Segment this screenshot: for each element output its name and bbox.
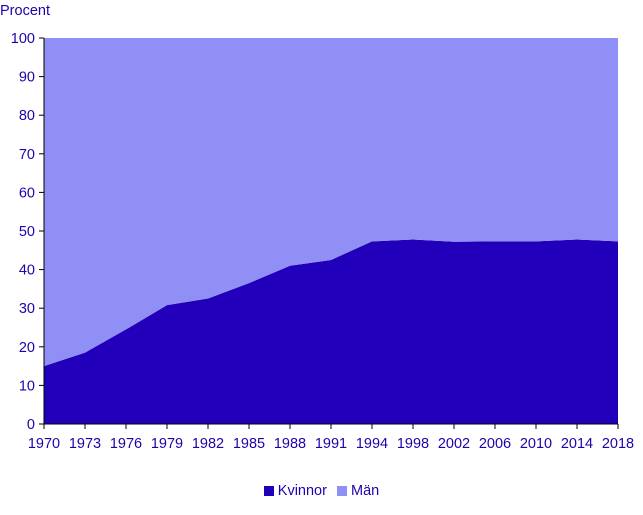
axes — [39, 37, 619, 429]
legend: Kvinnor Män — [0, 483, 643, 500]
y-tick-label: 60 — [19, 185, 35, 201]
legend-swatch-kvinnor — [263, 486, 274, 496]
x-tick-label: 1976 — [110, 436, 142, 452]
y-tick-label: 70 — [19, 147, 35, 163]
y-tick-label: 90 — [19, 70, 35, 86]
legend-item-kvinnor: Kvinnor — [263, 483, 327, 499]
y-axis-label: Procent — [0, 3, 50, 19]
legend-label-man: Män — [350, 483, 380, 499]
x-tick-label: 1970 — [28, 436, 60, 452]
area-kvinnor — [44, 239, 618, 424]
x-tick-labels: 1970 1973 1976 1979 1982 1985 1988 1991 1994 1998… — [28, 436, 634, 452]
x-tick-label: 2006 — [479, 436, 511, 452]
x-tick-label: 1998 — [397, 436, 429, 452]
x-tick-label: 1973 — [69, 436, 101, 452]
y-tick-label: 40 — [19, 263, 35, 279]
x-tick-label: 1985 — [233, 436, 265, 452]
x-tick-label: 1982 — [192, 436, 224, 452]
x-tick-label: 1991 — [315, 436, 347, 452]
legend-swatch-man — [336, 486, 347, 496]
y-tick-label: 20 — [19, 340, 35, 356]
y-tick-label: 80 — [19, 108, 35, 124]
x-tick-label: 2002 — [438, 436, 470, 452]
y-tick-label: 50 — [19, 224, 35, 240]
x-tick-label: 2014 — [561, 436, 593, 452]
x-tick-label: 1994 — [356, 436, 388, 452]
x-tick-label: 1988 — [274, 436, 306, 452]
legend-label-kvinnor: Kvinnor — [277, 483, 327, 499]
y-tick-label: 10 — [19, 378, 35, 394]
x-tick-label: 2010 — [520, 436, 552, 452]
y-tick-label: 100 — [11, 31, 35, 47]
x-tick-label: 2018 — [602, 436, 634, 452]
x-tick-label: 1979 — [151, 436, 183, 452]
y-tick-label: 30 — [19, 301, 35, 317]
legend-item-man: Män — [336, 483, 380, 499]
y-tick-labels: 0 10 20 30 40 50 60 70 80 90 100 — [11, 31, 35, 433]
area-man — [44, 38, 618, 367]
plot-areas — [44, 38, 618, 424]
y-tick-label: 0 — [27, 417, 35, 433]
